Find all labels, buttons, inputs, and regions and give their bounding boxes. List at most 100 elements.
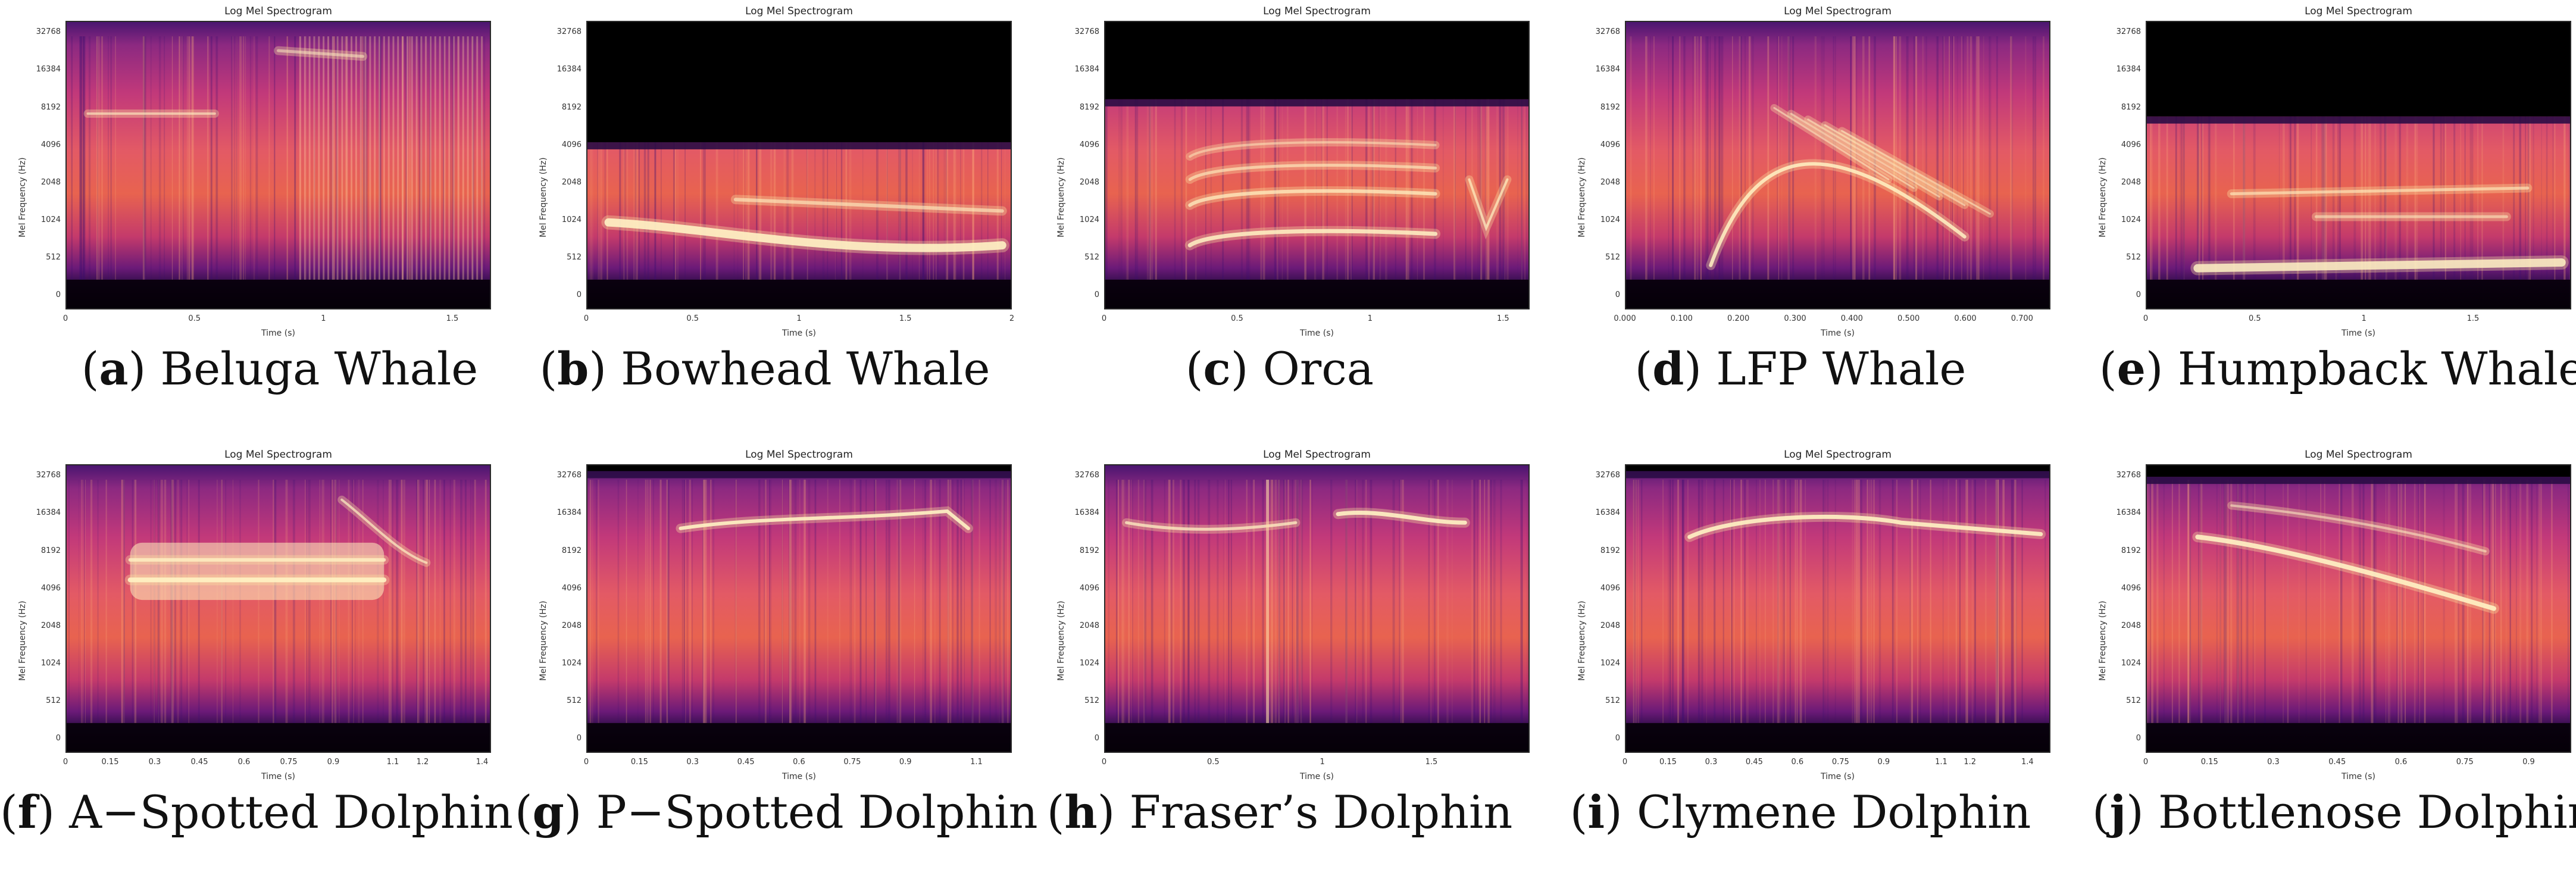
click-train xyxy=(443,36,446,280)
noise-streak xyxy=(2509,480,2511,723)
noise-streak xyxy=(1315,36,1317,280)
noise-streak xyxy=(274,480,277,723)
noise-streak xyxy=(2335,36,2337,280)
noise-streak xyxy=(1850,36,1852,280)
noise-streak xyxy=(1345,480,1348,723)
noise-streak xyxy=(1400,480,1402,723)
noise-streak xyxy=(1956,36,1958,280)
noise-streak xyxy=(96,36,98,280)
noise-streak xyxy=(2322,36,2324,280)
noise-streak xyxy=(859,480,862,723)
noise-streak xyxy=(876,36,878,280)
noise-streak xyxy=(643,36,646,280)
noise-streak xyxy=(82,480,84,723)
y-tick-label: 2048 xyxy=(1600,177,1620,187)
noise-streak xyxy=(712,480,715,723)
noise-streak xyxy=(764,480,767,723)
low-tonal-band xyxy=(604,218,1006,252)
noise-streak xyxy=(1971,480,1974,723)
x-tick-label: 0 xyxy=(62,314,68,323)
noise-streak xyxy=(1634,480,1637,723)
noise-streak xyxy=(929,36,930,280)
y-tick-label: 4096 xyxy=(1079,140,1099,149)
click-train xyxy=(462,36,464,280)
noise-streak xyxy=(1395,36,1396,280)
spectrogram-texture xyxy=(587,465,1011,752)
noise-streak xyxy=(789,480,790,723)
noise-streak xyxy=(1437,480,1439,723)
noise-streak xyxy=(589,480,592,723)
noise-streak xyxy=(2152,36,2153,280)
noise-streak xyxy=(1174,36,1176,280)
caption-paren: ( xyxy=(539,342,558,395)
noise-streak xyxy=(2216,480,2218,723)
noise-streak xyxy=(2180,36,2182,280)
spectrogram-texture xyxy=(1105,480,1528,752)
noise-streak xyxy=(2484,480,2486,723)
noise-streak xyxy=(1283,480,1285,723)
noise-streak xyxy=(1365,36,1367,280)
noise-streak xyxy=(1759,480,1761,723)
noise-streak xyxy=(388,480,390,723)
noise-streak xyxy=(470,480,472,723)
noise-streak xyxy=(292,480,295,723)
click-train xyxy=(341,36,343,280)
spectrogram-texture xyxy=(1626,465,2049,752)
noise-streak xyxy=(2546,36,2548,280)
caption-paren: ( xyxy=(1046,786,1065,839)
noise-streak xyxy=(1001,36,1002,280)
noise-streak xyxy=(1989,36,1992,280)
noise-streak xyxy=(773,36,776,280)
noise-streak xyxy=(154,480,155,723)
noise-streak xyxy=(637,480,639,723)
noise-streak xyxy=(1955,480,1958,723)
noise-streak xyxy=(80,36,82,280)
noise-streak xyxy=(939,480,941,723)
click-train xyxy=(476,36,479,280)
x-axis-label: Time (s) xyxy=(1821,772,1855,781)
panel-caption: (i) Clymene Dolphin xyxy=(1550,786,2050,839)
noise-streak xyxy=(1778,480,1781,723)
plot-title: Log Mel Spectrogram xyxy=(1784,5,1892,17)
noise-streak xyxy=(1706,36,1709,280)
noise-streak xyxy=(2494,480,2496,723)
noise-streak xyxy=(2538,480,2540,723)
spectrogram-texture xyxy=(1626,36,2049,308)
noise-streak xyxy=(918,36,920,280)
noise-streak xyxy=(946,36,949,280)
noise-streak xyxy=(2337,36,2339,280)
x-tick-label: 0.3 xyxy=(2267,758,2280,767)
no-data-mask xyxy=(2147,465,2570,477)
noise-streak xyxy=(1490,480,1492,723)
caption-letter: b xyxy=(557,342,589,395)
noise-streak xyxy=(1781,36,1783,280)
y-tick-label: 0 xyxy=(1094,733,1099,743)
noise-streak xyxy=(2175,36,2177,280)
noise-streak xyxy=(474,480,475,723)
noise-streak xyxy=(424,36,426,280)
y-tick-label: 16384 xyxy=(557,65,582,74)
noise-streak xyxy=(1296,480,1299,723)
noise-streak xyxy=(484,480,487,723)
noise-streak xyxy=(949,480,952,723)
noise-streak xyxy=(1134,36,1136,280)
x-tick-label: 0.300 xyxy=(1784,314,1806,323)
noise-streak xyxy=(1274,36,1276,280)
noise-streak xyxy=(686,480,688,723)
noise-streak xyxy=(1477,36,1480,280)
noise-streak xyxy=(2332,36,2335,280)
noise-streak xyxy=(332,36,334,280)
noise-streak xyxy=(2384,36,2387,280)
x-tick-label: 1 xyxy=(796,314,802,323)
caption-text: A−Spotted Dolphin xyxy=(69,786,513,839)
noise-streak xyxy=(2551,480,2553,723)
noise-streak xyxy=(2374,480,2377,723)
noise-streak xyxy=(1309,480,1311,723)
noise-streak xyxy=(443,36,445,280)
y-tick-label: 0 xyxy=(2136,733,2141,743)
noise-streak xyxy=(2398,36,2400,280)
noise-streak xyxy=(1378,36,1380,280)
noise-streak xyxy=(1197,480,1200,723)
noise-streak xyxy=(1480,36,1481,280)
noise-streak xyxy=(1246,480,1248,723)
